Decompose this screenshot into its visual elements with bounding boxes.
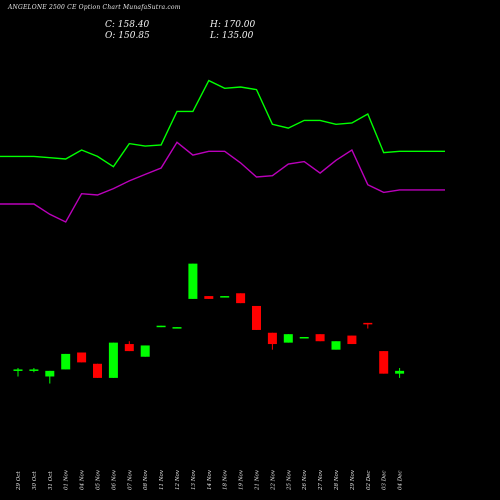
candle-body xyxy=(315,334,325,342)
candle-body xyxy=(252,305,261,330)
x-tick-label: 01 Nov xyxy=(64,469,70,490)
ohlc-right: H: 170.00 L: 135.00 xyxy=(210,20,255,42)
candle-body xyxy=(156,325,166,328)
x-axis-labels: 29 Oct 30 Oct 31 Oct 01 Nov 04 Nov 05 Nov 06 N… xyxy=(16,469,404,491)
candle-body xyxy=(61,353,71,370)
candle-body xyxy=(172,327,182,329)
x-tick-label: 22 Nov xyxy=(270,469,276,491)
candle-body xyxy=(45,370,55,377)
x-tick-label: 31 Oct xyxy=(48,471,54,490)
candle-body xyxy=(188,263,198,299)
chart-title: ANGELONE 2500 CE Option Chart MunafaSutr… xyxy=(8,4,181,11)
close-value: C: 158.40 xyxy=(105,20,150,30)
low-value: L: 135.00 xyxy=(210,31,254,41)
x-tick-label: 29 Nov xyxy=(350,469,356,491)
x-tick-label: 29 Oct xyxy=(16,471,22,491)
x-tick-label: 05 Nov xyxy=(96,469,102,490)
candle-body xyxy=(267,332,277,345)
x-tick-label: 19 Nov xyxy=(239,469,245,490)
candles-group xyxy=(13,263,405,384)
x-tick-label: 26 Nov xyxy=(302,469,308,491)
x-tick-label: 08 Nov xyxy=(143,469,149,490)
magenta-line-group xyxy=(0,141,445,223)
ohlc-left: C: 158.40 O: 150.85 xyxy=(105,20,150,42)
high-value: H: 170.00 xyxy=(210,20,256,30)
x-tick-label: 13 Nov xyxy=(191,469,197,490)
open-value: O: 150.85 xyxy=(105,31,150,41)
green-series-line xyxy=(0,79,445,168)
candle-body xyxy=(395,370,405,374)
x-tick-label: 04 Nov xyxy=(80,469,86,490)
candle-body xyxy=(29,369,39,371)
candle-body xyxy=(124,344,134,352)
candle-body xyxy=(299,336,309,339)
x-tick-label: 18 Nov xyxy=(223,469,229,490)
x-tick-label: 03 Dec xyxy=(382,471,388,491)
x-tick-label: 07 Nov xyxy=(127,469,133,490)
x-tick-label: 25 Nov xyxy=(286,469,292,491)
x-tick-label: 12 Nov xyxy=(175,469,181,490)
candle-body xyxy=(140,345,150,357)
x-tick-label: 14 Nov xyxy=(207,469,213,490)
x-tick-label: 11 Nov xyxy=(159,469,165,490)
x-tick-label: 21 Nov xyxy=(255,469,261,491)
x-tick-label: 02 Dec xyxy=(366,471,372,491)
x-tick-label: 30 Oct xyxy=(32,471,38,490)
candle-body xyxy=(220,296,230,298)
candle-body xyxy=(363,322,373,325)
candle-body xyxy=(347,335,357,345)
candle-body xyxy=(379,351,389,374)
magenta-series-line xyxy=(0,141,445,223)
x-tick-label: 04 Dec xyxy=(398,471,404,491)
x-tick-label: 06 Nov xyxy=(111,469,117,490)
candle-body xyxy=(77,352,87,363)
candle-body xyxy=(236,293,246,304)
candle-body xyxy=(204,296,214,299)
candle-body xyxy=(283,334,293,343)
x-tick-label: 28 Nov xyxy=(334,469,340,491)
candle-body xyxy=(13,369,23,371)
x-tick-label: 27 Nov xyxy=(318,469,324,491)
candle-body xyxy=(108,342,118,378)
candle-body xyxy=(331,341,341,350)
candle-body xyxy=(93,363,102,378)
green-line-group xyxy=(0,79,445,168)
